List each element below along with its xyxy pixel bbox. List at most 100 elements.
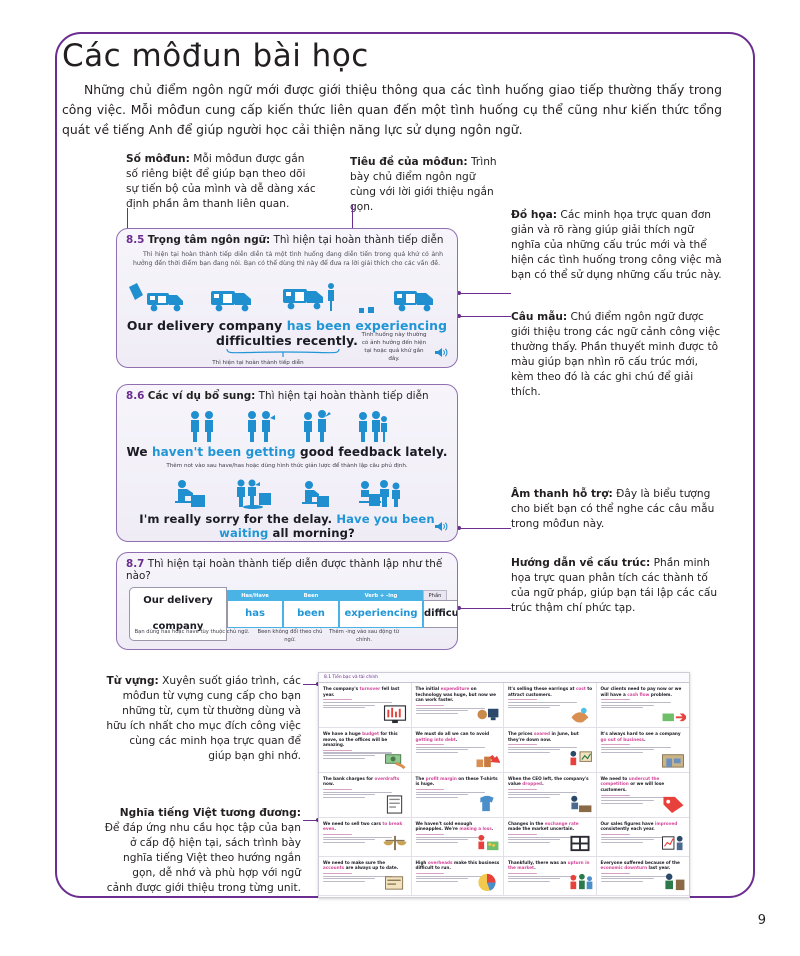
leader-dot [457,526,461,530]
vocab-sentence-tail: . [644,736,646,742]
vocab-translation-line [415,749,468,751]
vocab-translation-line [323,875,393,877]
vocab-sentence-tail: . [542,781,544,787]
vocab-sentence-tail: last year. [647,865,671,871]
vocab-entry[interactable]: We need to sell two cars to break even. [319,817,412,857]
vocab-translation-line [415,705,445,707]
vocab-translation-line [508,836,578,838]
puzzle-footnote-0: Bạn dùng has hoặc have tùy thuộc chủ ngữ… [134,629,250,635]
sentence-part-plain: Our delivery company [126,317,287,333]
vocab-entry-sentence: Our clients need to pay now or we will h… [601,686,687,697]
illustration-row-trucks [117,275,457,315]
vocab-entry[interactable]: We need to make sure the accounts are al… [319,856,412,896]
vocab-entry[interactable]: We haven't sold enough pineapples. We're… [411,817,504,857]
vocab-entry[interactable]: We need to undercut the competition or w… [596,773,689,818]
vocab-entry-sentence: It's selling these earrings at cost to a… [508,686,593,697]
callout-huong-dan: Hướng dẫn về cấu trúc: Phần minh họa trự… [511,556,723,616]
vocab-translation-line [415,878,468,880]
vocab-translation-line [415,836,485,838]
vocab-translation-lines [600,873,687,883]
vocab-entry-sentence: We have a huge budget for this move, so … [323,731,408,748]
vocab-entry[interactable]: The profit margin on these T-shirts is h… [411,772,504,818]
vocab-sentence-tail: now. [323,781,335,787]
puzzle-cell-subject: Our delivery company [129,587,227,641]
vocab-entry[interactable]: Our sales figures have improved consiste… [596,818,689,857]
puzzle-footnote-2: Thêm -ing vào sau động từ chính. [329,629,399,643]
pie-chart-icon [478,873,496,892]
module-heading: 8.6 Các ví dụ bổ sung: Thì hiện tại hoàn… [117,385,457,404]
callout-text: Xuyên suốt giáo trình, các môđun từ vựng… [106,675,301,763]
vocab-entry[interactable]: It's selling these earrings at cost to a… [504,683,597,728]
vocab-entry[interactable]: It's always hard to see a company go out… [596,728,689,773]
vocab-entry[interactable]: Our clients need to pay now or we will h… [596,683,689,728]
leader-line-so-modun [127,208,129,232]
vocab-translation-line [600,873,630,875]
vocab-entry[interactable]: The prices soared in June, but they're d… [504,727,597,773]
vocab-entry[interactable]: When the CEO left, the company's value d… [504,772,597,818]
vocab-sentence-head: Our sales figures have [600,820,655,826]
vocab-sentence-head: We have a huge [323,730,363,736]
money-monitor-icon [477,708,499,721]
puzzle-cell-verb: experiencing [339,600,423,628]
vocab-translation-line [508,749,561,751]
vocab-sentence-tail: or we will lose customers. [600,781,665,793]
leader-line-nghia-viet [303,820,319,822]
callout-term: Từ vựng: [106,675,159,687]
module-heading: 8.5 Trọng tâm ngôn ngữ: Thì hiện tại hoà… [117,229,457,248]
vocab-translation-line [508,791,578,793]
vocab-entry[interactable]: The initial expenditure on technology wa… [411,683,504,728]
vocab-translation-line [323,796,366,798]
vocab-translation-line [600,749,654,751]
vocab-sentence-head: High [415,859,428,865]
vocab-entry[interactable]: Thankfully, there was an upturn in the m… [504,856,597,896]
vocab-translation-lines [415,705,501,714]
vocab-translation-line [600,802,644,804]
vocab-translation-lines [508,744,593,754]
person-presenting-icon [248,411,275,442]
vocab-translation-line [323,841,366,843]
vocab-translation-lines [600,744,687,754]
truck-driver-icon [283,282,334,311]
vocab-sentence-tail: on these T-shirts is huge. [415,775,498,787]
callout-do-hoa: Đồ họa: Các minh họa trực quan đơn giản … [511,208,723,283]
sentence-part-plain: good feedback lately. [295,445,448,459]
scales-icon [383,835,406,850]
vocab-translation-lines [508,833,593,843]
vocab-keyword: making a loss [459,826,492,832]
vocab-entry-sentence: When the CEO left, the company's value d… [508,776,593,787]
vocab-entry[interactable]: We have a huge budget for this move, so … [319,727,412,773]
person-desk-small-icon [302,481,329,508]
speaker-icon[interactable] [435,521,448,535]
vocab-translation-line [415,791,485,793]
module-label: Các ví dụ bổ sung: [147,390,256,402]
vocab-sentence-tail: . [334,826,336,832]
vocab-sentence-tail: in June, but they're down now. [508,730,579,742]
illustration-row-people-2 [117,475,457,510]
speaker-icon[interactable] [435,347,448,361]
puzzle-cell-rest: difficulties. [423,600,457,628]
vocab-entry[interactable]: High overheads make this business diffic… [411,856,504,896]
vocab-translation-line [508,796,551,798]
leader-line-huong-dan [459,608,511,610]
vocab-translation-lines [323,789,408,798]
vocab-translation-line [600,699,630,701]
vocabulary-spread: 8.1 Tiền bạc và tài chính The company's … [318,672,690,898]
vocab-sentence-tail: are always up to date. [344,865,399,871]
vocab-translation-line [415,873,445,875]
vocab-translation-line [600,841,644,843]
vocabulary-bar-label: 8.1 Tiền bạc và tài chính [319,673,689,683]
people-office-icon [237,479,271,510]
vocab-translation-line [600,880,644,883]
vocab-entry-sentence: Everyone suffered because of the economi… [601,860,687,871]
example-sentence-8-5: Our delivery company has been experienci… [117,318,457,348]
leader-dot [457,291,461,295]
people-group-icon [359,411,387,442]
vocab-entry[interactable]: Everyone suffered because of the economi… [596,857,689,896]
vocab-entry[interactable]: The bank charges for overdrafts now. [319,772,412,818]
vocab-translation-line [508,880,551,883]
module-label: Trọng tâm ngôn ngữ: [147,234,271,246]
side-note-8-5: Tình huống này thường có ảnh hưởng đến h… [361,332,427,363]
vocab-entry[interactable]: Changes in the exchange rate made the ma… [504,817,597,857]
vocab-entry[interactable]: We must do all we can to avoid getting i… [411,727,504,773]
vocab-entry[interactable]: The company's turnover fell last year. [319,683,412,728]
